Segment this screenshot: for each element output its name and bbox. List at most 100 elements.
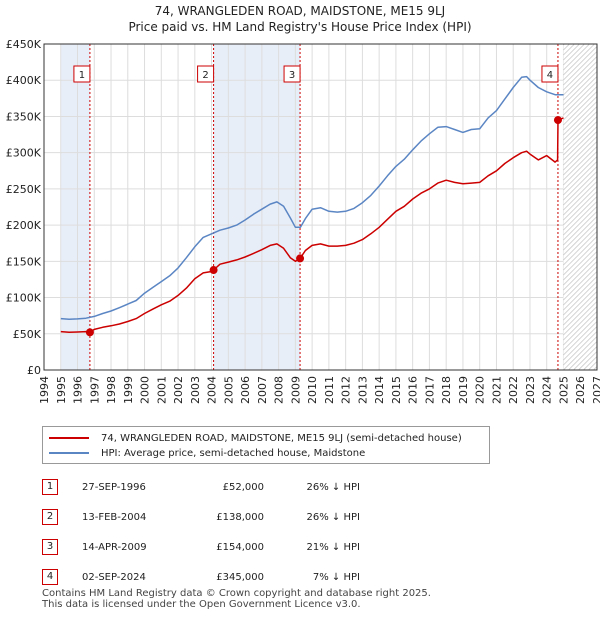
- hatch-line: [563, 106, 598, 141]
- chart-subtitle: Price paid vs. HM Land Registry's House …: [128, 20, 472, 34]
- hatch-line: [563, 201, 598, 236]
- x-tick-label: 2006: [239, 376, 252, 404]
- hatch-line: [563, 56, 598, 91]
- sale-label-4: 4: [547, 70, 553, 81]
- hatch-line: [563, 291, 598, 326]
- sale-markers: [89, 44, 559, 370]
- legend-item-hpi: HPI: Average price, semi-detached house,…: [49, 446, 365, 460]
- sale-number-badge: 3: [42, 539, 58, 555]
- x-tick-label: 2014: [373, 376, 386, 404]
- sale-label-box-3: [283, 65, 301, 83]
- hatch-line: [563, 301, 598, 336]
- sale-number-badge: 4: [42, 569, 58, 585]
- x-tick-label: 2016: [407, 376, 420, 404]
- hatch-line: [563, 191, 598, 226]
- legend-label-hpi: HPI: Average price, semi-detached house,…: [101, 447, 366, 459]
- sale-hpi-diff: 26% ↓ HPI: [306, 481, 360, 493]
- sales-table-row: 1 27-SEP-1996 £52,000 26% ↓ HPI: [42, 472, 360, 502]
- hatch-line: [563, 66, 598, 101]
- hatch-line: [563, 206, 598, 241]
- sale-date: 13-FEB-2004: [82, 511, 147, 523]
- shaded-band: [213, 44, 301, 370]
- sale-price: £52,000: [222, 481, 264, 493]
- x-tick-label: 2023: [524, 376, 537, 404]
- hatch-line: [563, 76, 598, 111]
- footer-line-2: This data is licensed under the Open Gov…: [42, 599, 361, 610]
- y-tick-label: £0: [27, 364, 41, 377]
- hatch-line: [563, 81, 598, 116]
- plot-frame: [43, 43, 598, 371]
- x-tick-label: 2001: [155, 376, 168, 404]
- sale-price: £138,000: [216, 511, 264, 523]
- legend-swatch-property: [49, 437, 89, 439]
- y-tick-label: £100K: [6, 292, 42, 305]
- sale-label-2: 2: [202, 70, 208, 81]
- sale-point-1: [85, 328, 94, 337]
- sale-hpi-diff: 26% ↓ HPI: [306, 511, 360, 523]
- sales-table-row: 4 02-SEP-2024 £345,000 7% ↓ HPI: [42, 562, 360, 592]
- hatch-line: [563, 111, 598, 146]
- hatch-line: [563, 116, 598, 151]
- x-tick-label: 2024: [541, 376, 554, 404]
- x-tick-label: 1996: [72, 376, 85, 404]
- y-tick-label: £450K: [6, 38, 42, 51]
- hatch-line: [563, 101, 598, 136]
- sales-table: 1 27-SEP-1996 £52,000 26% ↓ HPI 2 13-FEB-2004…: [42, 472, 360, 592]
- x-tick-label: 2009: [289, 376, 302, 404]
- sale-labels: 1 2 3 4: [73, 65, 559, 83]
- x-tick-label: 2025: [557, 376, 570, 404]
- hatch-line: [563, 96, 598, 131]
- x-tick-label: 1995: [55, 376, 68, 404]
- series-lines: [60, 75, 564, 334]
- x-tick-label: 2004: [206, 376, 219, 404]
- hatch-line: [563, 196, 598, 231]
- x-tick-label: 2000: [139, 376, 152, 404]
- sale-date: 02-SEP-2024: [82, 571, 146, 583]
- x-tick-label: 2020: [474, 376, 487, 404]
- hatch-line: [563, 86, 598, 121]
- x-tick-label: 2017: [423, 376, 436, 404]
- hpi-line: [60, 75, 564, 321]
- price-chart: 1 2 3 4 £0 £50K £100K £150K £200K £250K £300K £350…: [6, 38, 600, 404]
- legend-swatch-hpi: [49, 452, 89, 454]
- x-tick-label: 2010: [306, 376, 319, 404]
- sale-label-box-1: [73, 65, 91, 83]
- property-price-line: [60, 117, 564, 334]
- sale-label-box-4: [541, 65, 559, 83]
- x-tick-label: 1997: [88, 376, 101, 404]
- y-tick-label: £200K: [6, 219, 42, 232]
- x-tick-label: 2003: [189, 376, 202, 404]
- sale-number-badge: 2: [42, 509, 58, 525]
- x-tick-label: 2027: [591, 376, 600, 404]
- x-tick-label: 2022: [507, 376, 520, 404]
- x-tick-label: 2019: [457, 376, 470, 404]
- sale-date: 14-APR-2009: [82, 541, 147, 553]
- y-tick-label: £150K: [6, 255, 42, 268]
- hatch-line: [563, 44, 585, 66]
- chart-title: 74, WRANGLEDEN ROAD, MAIDSTONE, ME15 9LJ: [154, 4, 446, 18]
- x-tick-label: 2011: [323, 376, 336, 404]
- x-tick-labels: 1994 1995 1996 1997 1998 1999 2000 2001 2002 2003…: [38, 376, 600, 404]
- y-tick-label: £400K: [6, 74, 42, 87]
- sale-point-2: [209, 266, 218, 275]
- shaded-band: [60, 44, 90, 370]
- sale-price: £345,000: [216, 571, 264, 583]
- hatch-line: [563, 44, 595, 76]
- x-tick-label: 2007: [256, 376, 269, 404]
- sale-hpi-diff: 21% ↓ HPI: [306, 541, 360, 553]
- hatch-line: [563, 176, 598, 211]
- x-tick-label: 2012: [340, 376, 353, 404]
- legend: 74, WRANGLEDEN ROAD, MAIDSTONE, ME15 9LJ…: [42, 426, 490, 464]
- y-tick-label: £350K: [6, 110, 42, 123]
- sale-point-4: [553, 116, 562, 125]
- hatch-line: [563, 296, 598, 331]
- sale-price: £154,000: [216, 541, 264, 553]
- legend-item-property: 74, WRANGLEDEN ROAD, MAIDSTONE, ME15 9LJ…: [49, 431, 462, 445]
- footer-line-1: Contains HM Land Registry data © Crown c…: [42, 588, 431, 599]
- hatch-line: [563, 286, 598, 321]
- sales-table-row: 3 14-APR-2009 £154,000 21% ↓ HPI: [42, 532, 360, 562]
- sale-hpi-diff: 7% ↓ HPI: [312, 571, 360, 583]
- hatch-line: [563, 306, 598, 341]
- hatch-line: [163, 44, 489, 370]
- x-tick-label: 1998: [105, 376, 118, 404]
